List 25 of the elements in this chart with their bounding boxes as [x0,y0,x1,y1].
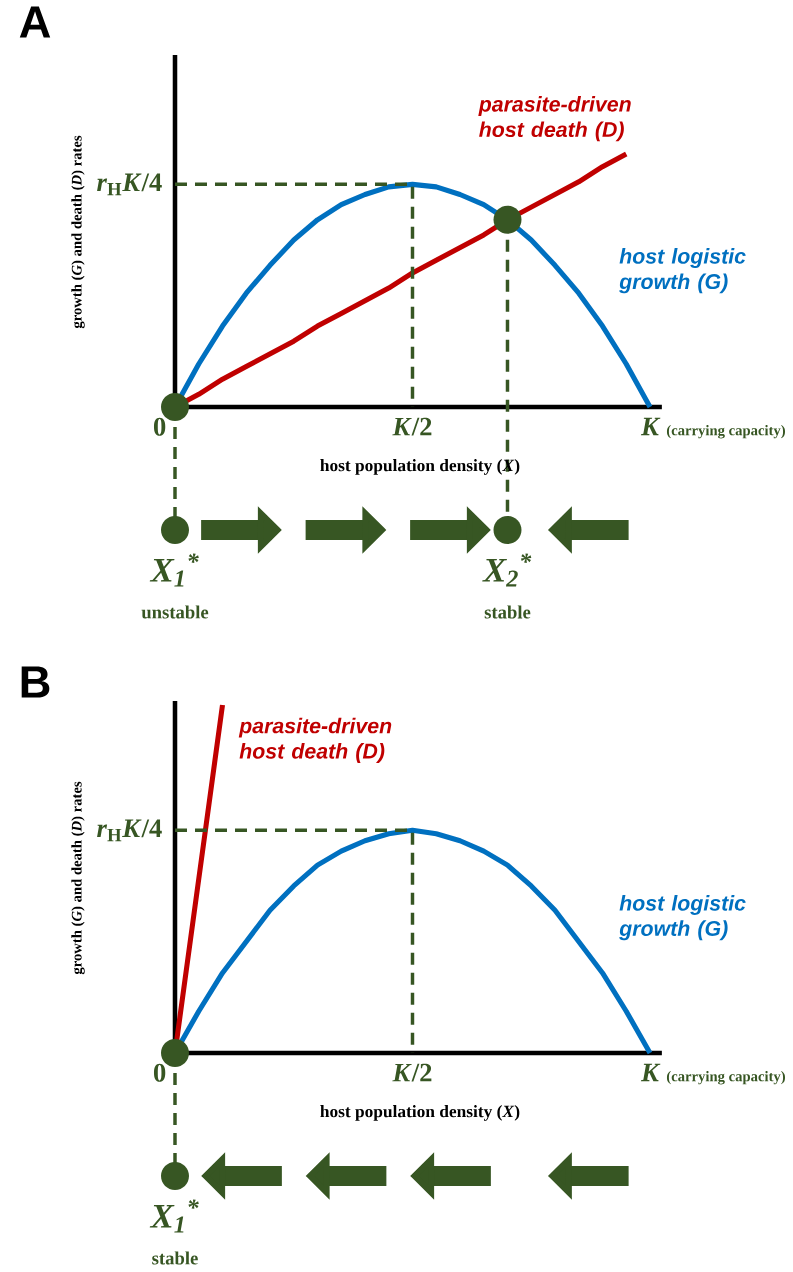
text: unstable [141,605,209,619]
text: K/2 [392,417,432,436]
chart-title: A [19,6,51,38]
series-label: host logistic growth (G) [619,895,746,941]
text: stable [152,1251,198,1265]
text: r$_{H}$K/4 [97,173,162,196]
text: r$_{H}$K/4 [97,819,162,842]
text: K [640,1063,661,1082]
y-axis-title: growth (G) and death (D) rates [71,781,85,975]
text: X$_{1}$* [149,553,199,587]
text: (carrying capacity) [666,1071,786,1085]
text: K [640,417,661,436]
chart-title: B [21,666,50,698]
text: X$_{2}$* [482,553,532,587]
text: X$_{1}$* [149,1199,199,1233]
series-label: host logistic growth (G) [619,248,746,294]
text: 0 [153,1063,166,1082]
y-axis-title: growth (G) and death (D) rates [71,135,85,329]
series-label: parasite-driven host death (D) [238,717,392,763]
series-label: parasite-driven host death (D) [478,96,631,142]
text: stable [484,605,531,619]
text: 0 [153,417,166,436]
text: (carrying capacity) [666,425,786,439]
x-axis-title: host population density (X) [320,1105,520,1121]
text: K/2 [392,1063,432,1082]
